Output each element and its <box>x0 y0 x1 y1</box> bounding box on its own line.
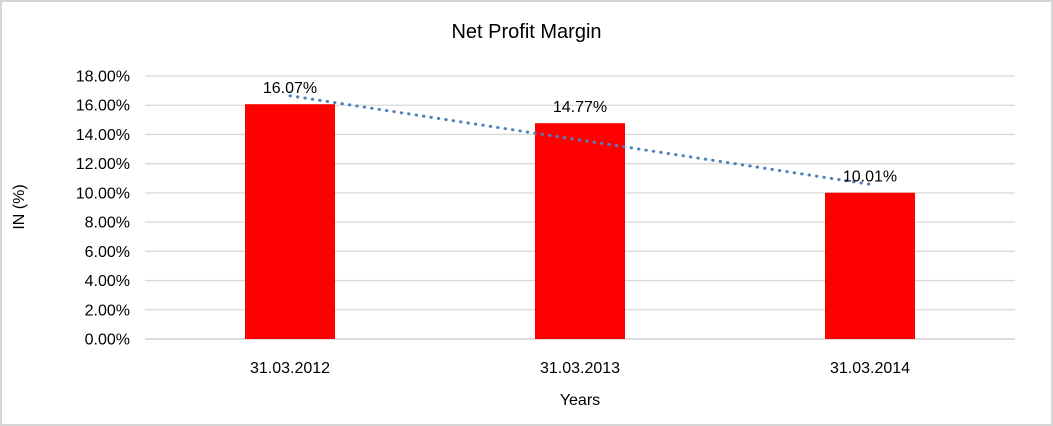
y-tick-label: 10.00% <box>76 185 130 202</box>
x-tick-label: 31.03.2014 <box>830 360 910 377</box>
bar <box>535 123 625 340</box>
y-tick-label: 18.00% <box>76 69 130 86</box>
trendline <box>288 94 872 186</box>
y-tick-label: 12.00% <box>76 156 130 173</box>
y-tick-label: 6.00% <box>85 244 130 261</box>
x-axis-title: Years <box>559 392 601 409</box>
y-tick-label: 0.00% <box>85 332 130 349</box>
bar-value-label: 10.01% <box>843 169 897 186</box>
bar <box>825 192 915 339</box>
bar-value-labels: 16.07% 14.77% 10.01% <box>263 80 897 186</box>
y-tick-label: 8.00% <box>85 215 130 232</box>
chart-title: Net Profit Margin <box>451 21 602 43</box>
y-tick-label: 14.00% <box>76 127 130 144</box>
y-tick-label: 16.00% <box>76 98 130 115</box>
bar <box>245 104 335 339</box>
bar-value-label: 14.77% <box>553 99 607 116</box>
bars <box>245 104 915 340</box>
y-axis-title: IN (%) <box>11 184 28 230</box>
y-tick-label: 4.00% <box>85 273 130 290</box>
y-tick-label: 2.00% <box>85 302 130 319</box>
y-tick-labels: 0.00% 2.00% 4.00% 6.00% 8.00% 10.00% 12.00% 14.… <box>76 69 130 349</box>
x-tick-labels: 31.03.2012 31.03.2013 31.03.2014 <box>250 360 910 377</box>
x-tick-label: 31.03.2013 <box>540 360 620 377</box>
x-tick-label: 31.03.2012 <box>250 360 330 377</box>
bar-value-label: 16.07% <box>263 80 317 97</box>
